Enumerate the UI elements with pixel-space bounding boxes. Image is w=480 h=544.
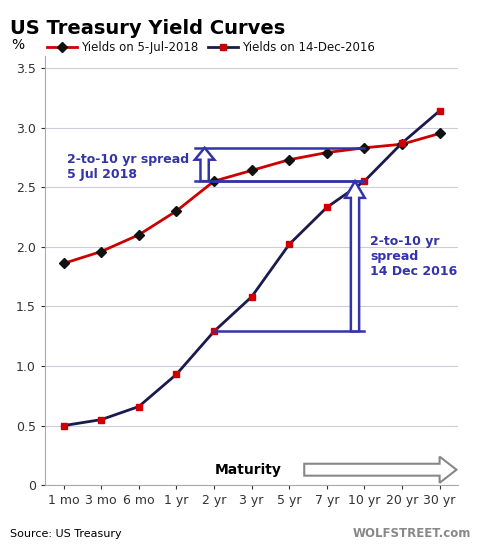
Yields on 14-Dec-2016 xyxy=(173,371,179,378)
Yields on 14-Dec-2016 xyxy=(98,416,104,423)
Polygon shape xyxy=(194,148,214,181)
Yields on 14-Dec-2016 xyxy=(286,241,291,248)
Yields on 14-Dec-2016 xyxy=(60,422,66,429)
Yields on 14-Dec-2016 xyxy=(248,294,254,300)
Text: WOLFSTREET.com: WOLFSTREET.com xyxy=(352,528,470,541)
Yields on 14-Dec-2016 xyxy=(211,328,216,335)
Line: Yields on 5-Jul-2018: Yields on 5-Jul-2018 xyxy=(60,130,442,267)
Yields on 5-Jul-2018 xyxy=(211,178,216,184)
Yields on 5-Jul-2018 xyxy=(323,149,329,156)
Yields on 5-Jul-2018 xyxy=(173,208,179,214)
Legend: Yields on 5-Jul-2018, Yields on 14-Dec-2016: Yields on 5-Jul-2018, Yields on 14-Dec-2… xyxy=(42,36,379,59)
Text: %: % xyxy=(12,38,25,52)
Yields on 5-Jul-2018 xyxy=(436,130,442,137)
Yields on 5-Jul-2018 xyxy=(361,145,367,151)
Text: Source: US Treasury: Source: US Treasury xyxy=(10,529,121,540)
Text: 2-to-10 yr
spread
14 Dec 2016: 2-to-10 yr spread 14 Dec 2016 xyxy=(369,235,456,278)
Yields on 5-Jul-2018 xyxy=(136,232,142,238)
Yields on 5-Jul-2018 xyxy=(248,167,254,174)
Polygon shape xyxy=(345,181,364,331)
Text: Maturity: Maturity xyxy=(215,463,281,477)
Polygon shape xyxy=(304,456,456,483)
Yields on 14-Dec-2016 xyxy=(436,108,442,114)
Yields on 5-Jul-2018 xyxy=(98,248,104,255)
Yields on 14-Dec-2016 xyxy=(361,178,367,184)
Yields on 5-Jul-2018 xyxy=(398,141,404,147)
Yields on 14-Dec-2016 xyxy=(323,204,329,211)
Text: 2-to-10 yr spread
5 Jul 2018: 2-to-10 yr spread 5 Jul 2018 xyxy=(67,153,189,181)
Yields on 14-Dec-2016 xyxy=(398,140,404,146)
Yields on 5-Jul-2018 xyxy=(60,260,66,267)
Yields on 14-Dec-2016 xyxy=(136,403,142,410)
Text: US Treasury Yield Curves: US Treasury Yield Curves xyxy=(10,19,284,38)
Yields on 5-Jul-2018 xyxy=(286,157,291,163)
Line: Yields on 14-Dec-2016: Yields on 14-Dec-2016 xyxy=(60,107,442,429)
